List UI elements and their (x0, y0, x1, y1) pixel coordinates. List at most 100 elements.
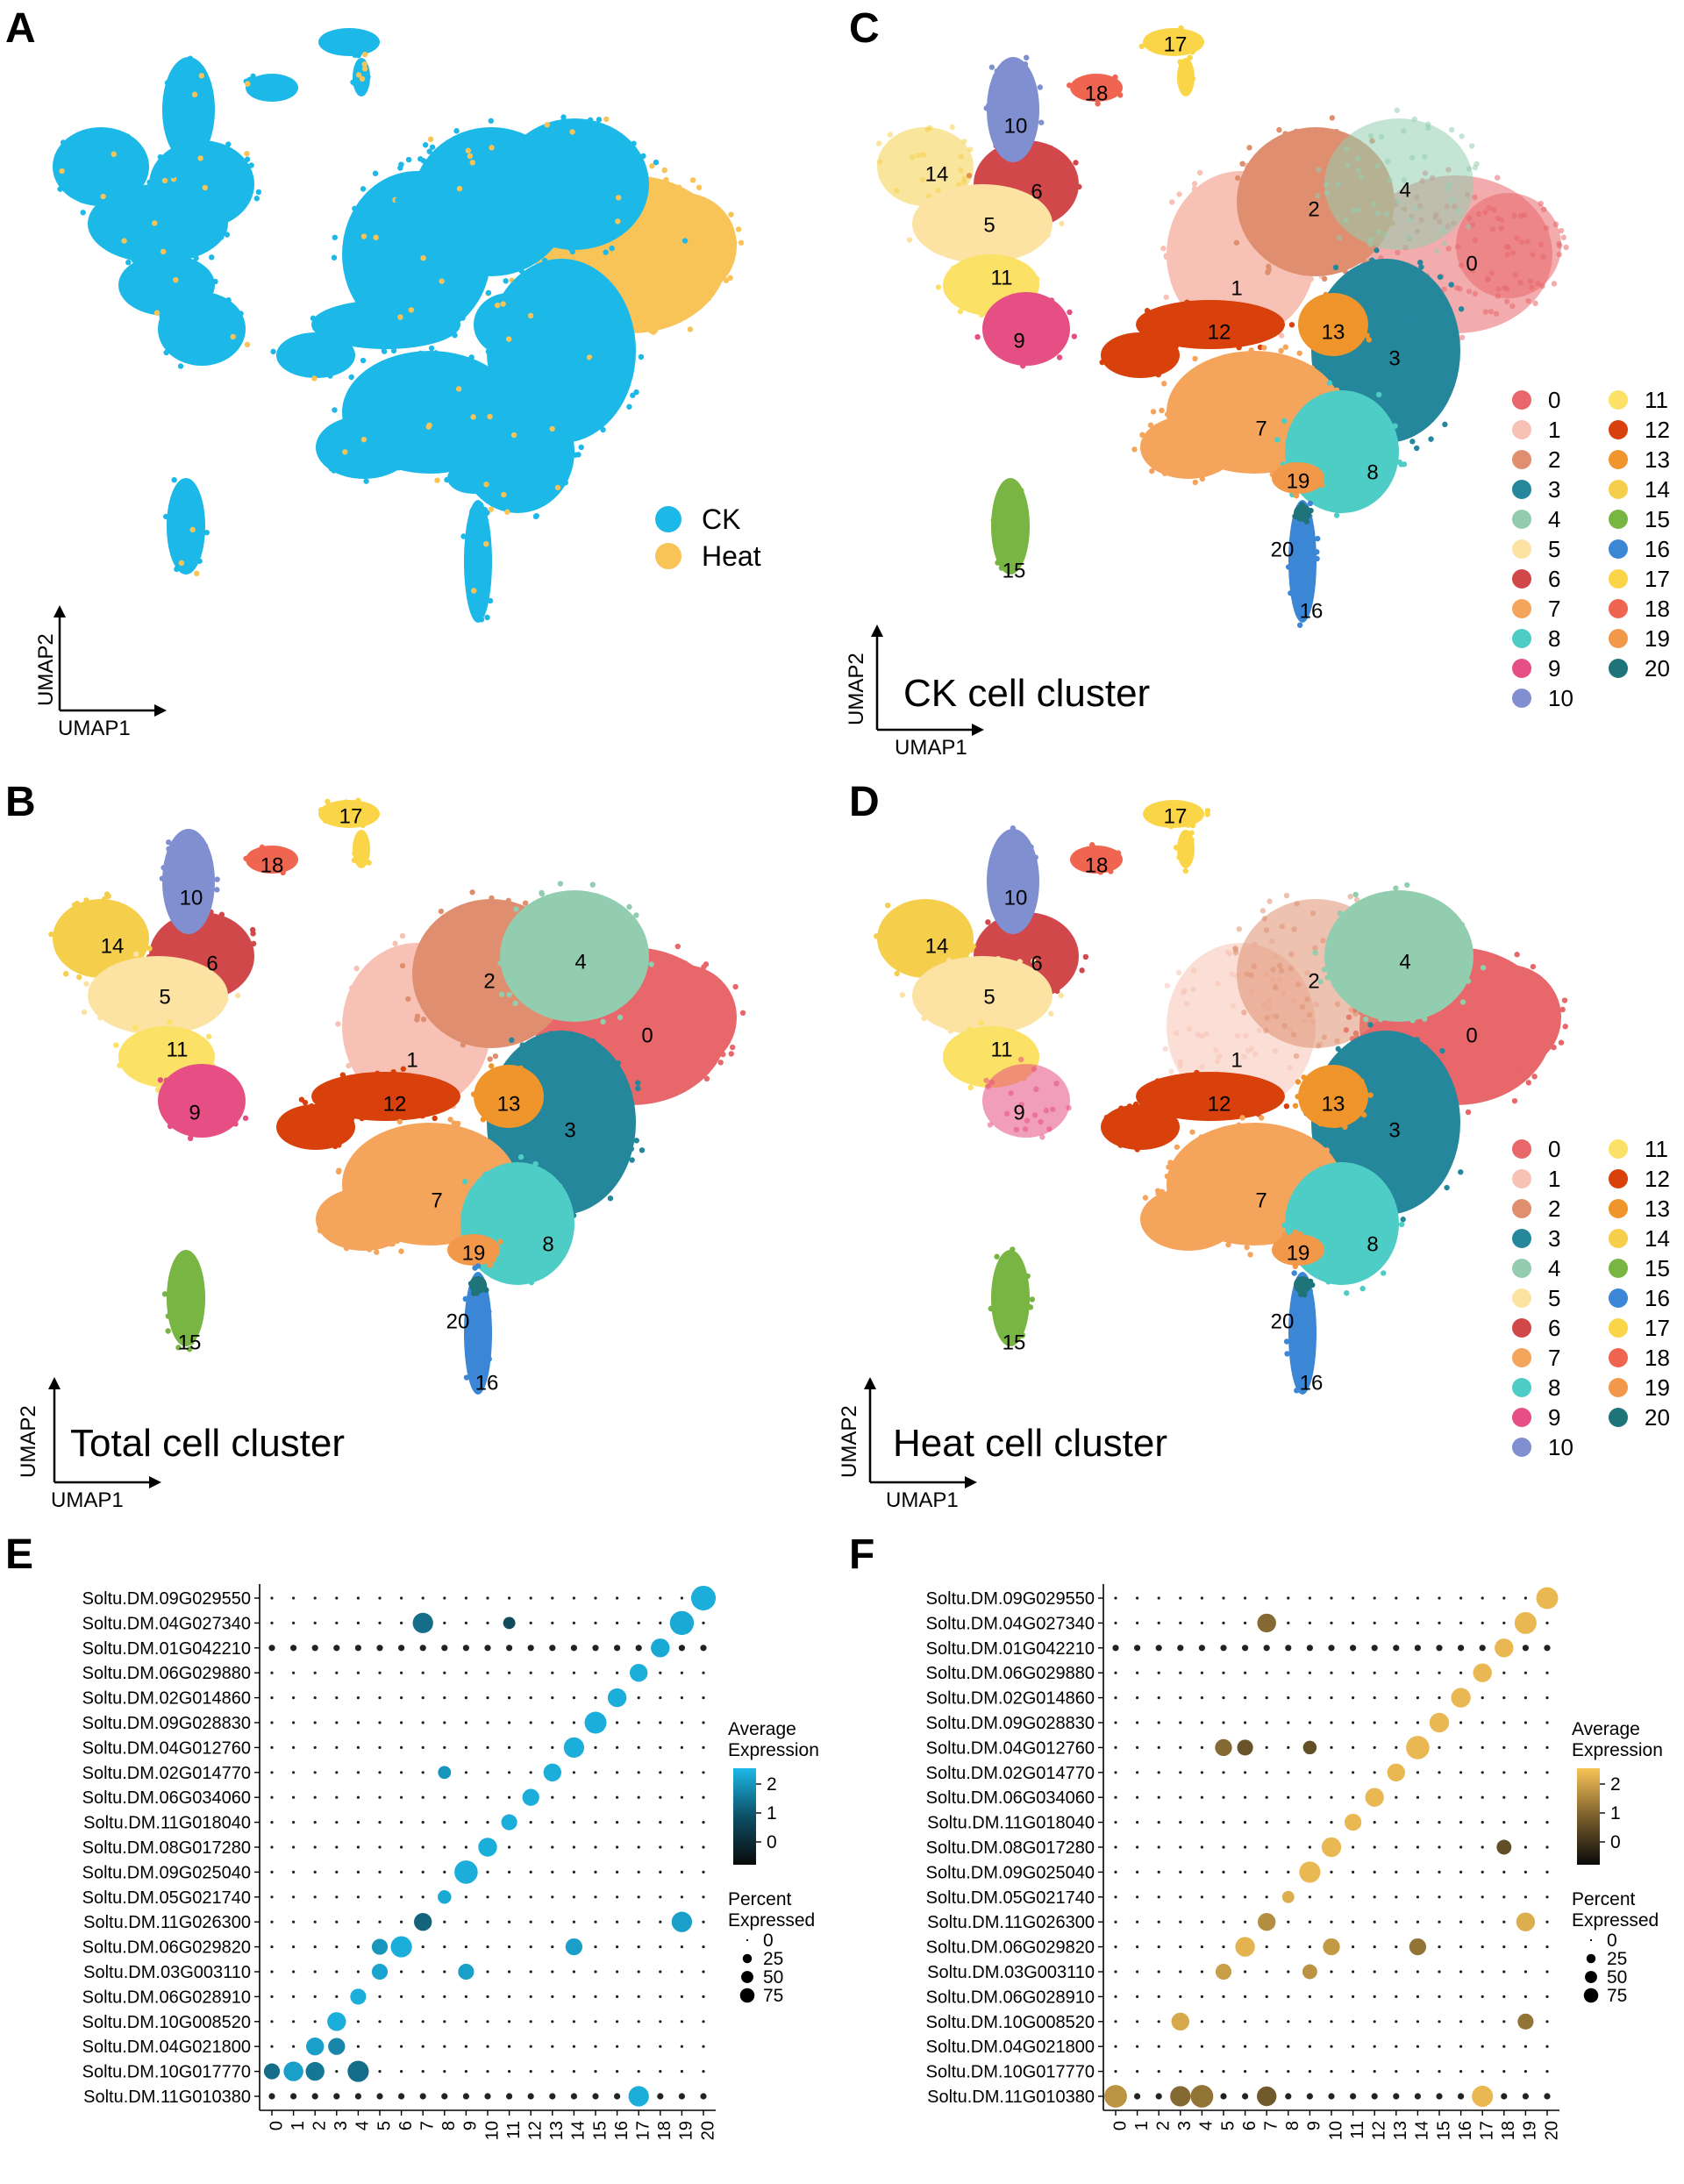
dot-marker (1136, 1895, 1139, 1899)
dot-marker (292, 1696, 296, 1700)
dot-marker (1179, 2070, 1182, 2073)
dot-marker (594, 1596, 597, 1600)
panel-d-title: Heat cell cluster (893, 1422, 1167, 1465)
umap-axes-b: UMAP1 UMAP2 Total cell cluster (17, 1377, 345, 1512)
cluster-label-3: 3 (564, 1118, 575, 1142)
dot-marker (421, 1821, 425, 1824)
dot-marker (1244, 2045, 1247, 2048)
legend-swatch-10 (1512, 689, 1531, 708)
dot-marker (335, 1745, 339, 1749)
gene-label: Soltu.DM.09G028830 (926, 1714, 1095, 1733)
dot-marker (1481, 1970, 1484, 1973)
dot-marker (412, 1612, 433, 1634)
panel-letter-b: B (5, 779, 36, 825)
dot-marker (335, 1870, 339, 1874)
umap2-label-c: UMAP2 (845, 653, 868, 725)
dot-marker (335, 1771, 339, 1774)
color-legend-title-2: Expression (1572, 1740, 1663, 1760)
dot-marker (1222, 1696, 1225, 1700)
dot-marker (637, 2045, 640, 2048)
umap1-label-c: UMAP1 (895, 736, 967, 760)
dot-marker (616, 1870, 619, 1874)
umap1-label-a: UMAP1 (58, 717, 131, 740)
dot-marker (1438, 2045, 1441, 2048)
dot-marker (335, 1821, 339, 1824)
cluster-label-16: 16 (475, 1371, 499, 1395)
dot-marker (594, 1895, 597, 1899)
dot-marker (549, 2093, 556, 2100)
dot-marker (1244, 1696, 1247, 1700)
dot-marker (290, 2093, 297, 2100)
dot-marker (680, 1995, 684, 1998)
dot-marker (1438, 1895, 1441, 1899)
legend-swatch-12 (1609, 1169, 1628, 1188)
dot-marker (1200, 1870, 1203, 1874)
cluster-label-2: 2 (1308, 969, 1319, 993)
dot-marker (1481, 1945, 1484, 1949)
dot-marker (1285, 1645, 1292, 1652)
dot-marker (1545, 1671, 1549, 1674)
umap2-label-b: UMAP2 (17, 1405, 40, 1478)
dot-marker (1157, 1771, 1160, 1774)
gene-label: Soltu.DM.06G028910 (82, 1988, 251, 2007)
dot-marker (700, 1645, 707, 1652)
dot-marker (1136, 2045, 1139, 2048)
legend-label-1: 1 (1548, 417, 1560, 443)
umap2-label-a: UMAP2 (34, 633, 58, 706)
dot-marker (1438, 1795, 1441, 1799)
dot-marker (486, 2045, 489, 2048)
dot-marker (1371, 2093, 1378, 2100)
dot-marker (1308, 1895, 1311, 1899)
dot-marker (443, 2070, 446, 2073)
dot-marker (400, 1771, 403, 1774)
gene-label: Soltu.DM.04G012760 (926, 1738, 1095, 1758)
dot-marker (1112, 1645, 1119, 1652)
dot-marker (1481, 1821, 1484, 1824)
dot-marker (356, 2020, 360, 2023)
dot-marker (702, 2070, 705, 2073)
dot-marker (1438, 2020, 1441, 2023)
dot-marker (1244, 1621, 1247, 1624)
dot-marker (378, 2070, 382, 2073)
dot-marker (1438, 1995, 1441, 1998)
dot-marker (1459, 1945, 1463, 1949)
dot-marker (508, 1895, 511, 1899)
dot-marker (464, 1596, 468, 1600)
dot-marker (1395, 2045, 1398, 2048)
dot-marker (1157, 1795, 1160, 1799)
dot-marker (1352, 1970, 1355, 1973)
cluster-tick: 11 (1348, 2121, 1367, 2139)
dot-marker (551, 1845, 554, 1849)
dot-marker (680, 1895, 684, 1899)
legend-swatch-13 (1609, 1199, 1628, 1218)
cluster-label-15: 15 (178, 1331, 202, 1354)
dot-marker (1523, 1895, 1527, 1899)
dot-marker (637, 2020, 640, 2023)
dot-marker (572, 1771, 576, 1774)
dot-marker (1545, 1920, 1549, 1923)
dot-marker (1222, 1845, 1225, 1849)
dot-marker (616, 2070, 619, 2073)
dot-marker (1330, 2045, 1333, 2048)
umap2-label-d: UMAP2 (838, 1405, 861, 1478)
dot-marker (1287, 1795, 1290, 1799)
cluster-label-9: 9 (1013, 1101, 1024, 1124)
size-tick: 25 (1607, 1949, 1627, 1969)
dot-marker (1416, 1696, 1419, 1700)
dot-marker (508, 1845, 511, 1849)
dot-marker (1438, 1821, 1441, 1824)
umap-axes-c: UMAP1 UMAP2 CK cell cluster (845, 625, 1150, 760)
dot-marker (592, 1645, 599, 1652)
dot-marker (702, 1920, 705, 1923)
dot-marker (356, 1845, 360, 1849)
dot-marker (1459, 1920, 1463, 1923)
dot-marker (421, 1970, 425, 1973)
legend-label-6: 6 (1548, 1315, 1560, 1341)
dot-marker (443, 1671, 446, 1674)
dot-marker (594, 1671, 597, 1674)
gene-label: Soltu.DM.11G018040 (83, 1814, 251, 1833)
dot-marker (464, 1771, 468, 1774)
dot-marker (1502, 1895, 1506, 1899)
dot-marker (551, 1621, 554, 1624)
dot-marker (1481, 1920, 1484, 1923)
